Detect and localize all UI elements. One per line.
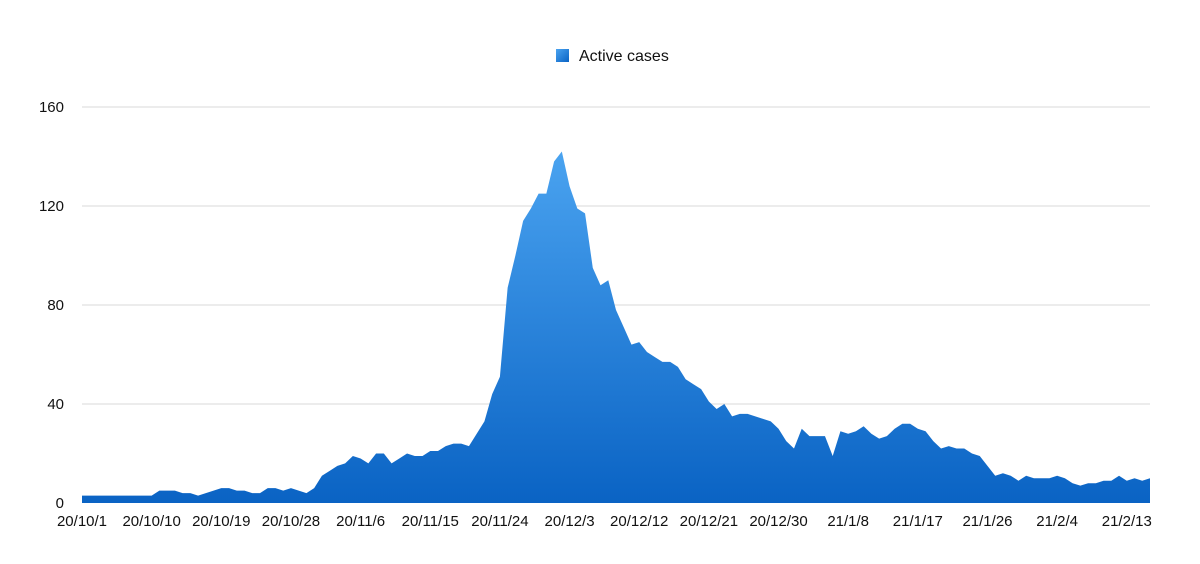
x-tick-label: 20/10/28 bbox=[262, 513, 320, 530]
x-tick-label: 20/11/6 bbox=[336, 513, 385, 530]
x-tick-label: 20/11/15 bbox=[402, 513, 459, 530]
x-tick-label: 20/10/10 bbox=[122, 513, 180, 530]
x-tick-label: 21/2/13 bbox=[1102, 513, 1152, 530]
x-tick-label: 20/12/30 bbox=[749, 513, 807, 530]
y-tick-label: 0 bbox=[56, 495, 64, 512]
x-axis: 20/10/1 20/10/10 20/10/19 20/10/28 20/11/6 20… bbox=[57, 513, 1152, 530]
y-tick-label: 80 bbox=[47, 297, 64, 314]
legend-label: Active cases bbox=[579, 48, 669, 65]
x-tick-label: 20/12/12 bbox=[610, 513, 668, 530]
x-tick-label: 21/2/4 bbox=[1036, 513, 1078, 530]
area-layer bbox=[82, 151, 1150, 504]
y-axis: 0 40 80 120 160 bbox=[39, 99, 64, 512]
y-tick-label: 160 bbox=[39, 99, 64, 116]
legend: Active cases bbox=[556, 48, 669, 65]
x-tick-label: 20/12/3 bbox=[545, 513, 595, 530]
x-tick-label: 21/1/8 bbox=[827, 513, 869, 530]
x-tick-label: 21/1/26 bbox=[962, 513, 1012, 530]
x-tick-label: 21/1/17 bbox=[893, 513, 943, 530]
y-tick-label: 120 bbox=[39, 198, 64, 215]
y-tick-label: 40 bbox=[47, 396, 64, 413]
x-tick-label: 20/10/1 bbox=[57, 513, 107, 530]
legend-swatch bbox=[556, 49, 569, 62]
x-tick-label: 20/11/24 bbox=[471, 513, 528, 530]
x-tick-label: 20/10/19 bbox=[192, 513, 250, 530]
series-area-active-cases bbox=[82, 151, 1150, 504]
x-tick-label: 20/12/21 bbox=[680, 513, 738, 530]
